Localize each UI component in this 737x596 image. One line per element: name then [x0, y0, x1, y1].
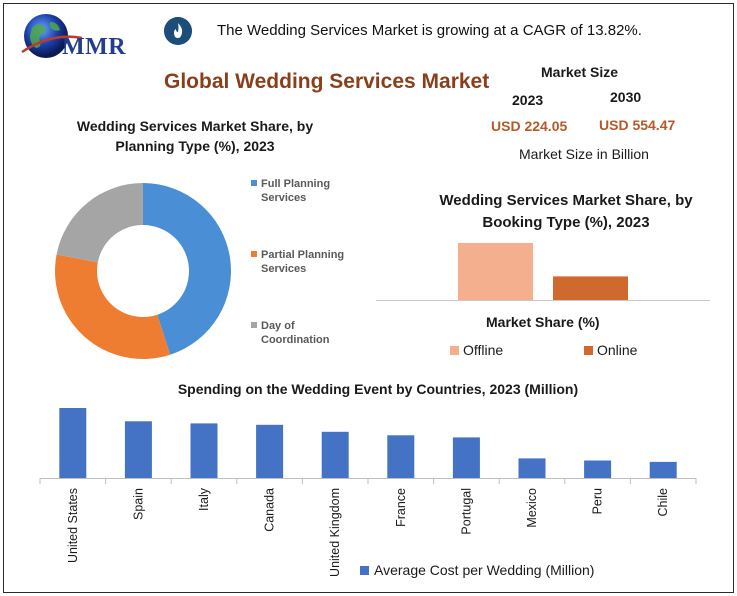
planning-legend-swatch [251, 322, 257, 328]
planning-legend-label: Coordination [261, 334, 330, 346]
market-size-year-2023: 2023 [512, 92, 544, 108]
booking-bar-offline [458, 242, 533, 300]
booking-bar-online [553, 276, 628, 300]
market-size-year-2030: 2030 [610, 89, 642, 105]
legend-online: Online [584, 342, 637, 358]
market-size-label: Market Size [541, 64, 619, 80]
donut-slice-2 [54, 254, 171, 359]
flame-icon [164, 17, 192, 45]
legend-offline: Offline [450, 342, 503, 358]
donut-slice-3 [56, 183, 143, 263]
cagr-banner-text: The Wedding Services Market is growing a… [217, 22, 642, 39]
booking-type-bar-chart [376, 242, 710, 301]
planning-legend-label: Partial Planning [261, 249, 345, 261]
planning-legend-swatch [251, 251, 257, 257]
legend-offline-label: Offline [463, 342, 504, 358]
planning-legend-label: Services [261, 192, 307, 204]
planning-legend-item-2: Partial Planning Services [251, 248, 345, 276]
planning-legend-item-3: Day of Coordination [251, 319, 330, 347]
legend-online-label: Online [597, 342, 638, 358]
market-size-value-2030: USD 554.47 [599, 117, 676, 133]
market-size-unit: Market Size in Billion [519, 146, 649, 162]
country-legend-swatch [360, 566, 369, 575]
market-size-value-2023: USD 224.05 [491, 118, 568, 134]
donut-slice-1 [143, 183, 231, 355]
planning-legend-label: Full Planning [261, 178, 331, 190]
country-legend-label: Average Cost per Wedding (Million) [374, 562, 595, 578]
planning-type-chart-title: Wedding Services Market Share, by Planni… [76, 118, 314, 154]
planning-type-donut-chart [54, 183, 231, 359]
planning-legend-swatch [251, 180, 257, 186]
planning-legend-item-1: Full Planning Services [251, 177, 331, 205]
booking-type-axis-title: Market Share (%) [486, 314, 600, 330]
legend-offline-swatch [450, 346, 459, 355]
country-spending-legend: Average Cost per Wedding (Million) [360, 562, 594, 578]
legend-online-swatch [584, 346, 593, 355]
page-title: Global Wedding Services Market [164, 70, 490, 93]
planning-legend-label: Day of [261, 320, 295, 332]
country-spending-chart-title: Spending on the Wedding Event by Countri… [177, 381, 579, 397]
logo-text: MMR [62, 34, 127, 60]
mmr-logo-globe-icon [21, 14, 83, 58]
booking-type-chart-title: Wedding Services Market Share, by Bookin… [439, 192, 693, 231]
planning-legend-label: Services [261, 263, 307, 275]
